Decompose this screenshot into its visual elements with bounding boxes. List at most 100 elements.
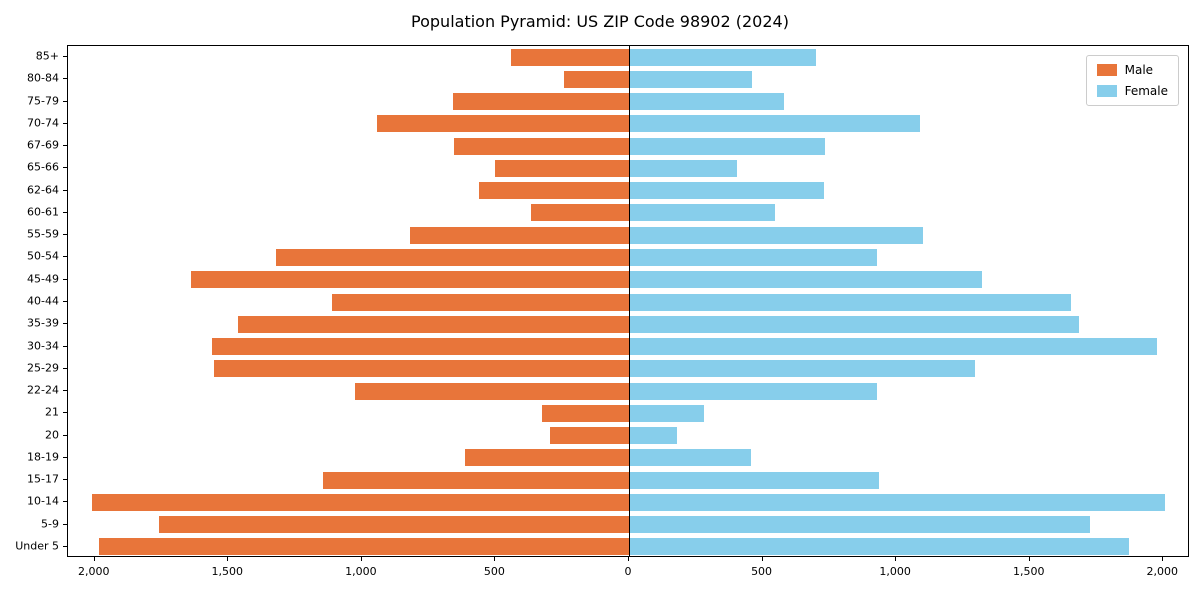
x-axis-tick-label: 2,000 (77, 565, 110, 578)
y-axis-tick-label: 62-64 (27, 183, 59, 197)
female-bar (629, 404, 704, 422)
male-bar (531, 204, 629, 222)
y-axis-tick-mark (63, 167, 67, 169)
female-bar (629, 48, 816, 66)
y-axis-tick-mark (63, 211, 67, 213)
male-bar (464, 449, 629, 467)
y-axis-tick-label: 10-14 (27, 494, 59, 508)
y-axis-tick-label: 20 (45, 428, 59, 442)
male-bar (323, 471, 629, 489)
y-axis-tick-label: 30-34 (27, 339, 59, 353)
male-bar (376, 115, 629, 133)
x-axis-tick-mark (1162, 557, 1164, 561)
y-axis-tick-mark (63, 256, 67, 258)
legend-entry-male: Male (1096, 63, 1168, 77)
x-axis-tick-label: 2,000 (1146, 565, 1179, 578)
female-bar (629, 137, 826, 155)
y-axis-tick-label: 45-49 (27, 272, 59, 286)
female-bar (629, 538, 1129, 556)
y-axis-tick-mark (63, 145, 67, 147)
y-axis-tick-label: 60-61 (27, 205, 59, 219)
y-axis-tick-mark (63, 545, 67, 547)
female-bar (629, 115, 921, 133)
legend: Male Female (1085, 55, 1179, 106)
female-bar (629, 159, 738, 177)
female-bar (629, 338, 1157, 356)
male-bar (355, 382, 629, 400)
female-bar (629, 93, 784, 111)
y-axis-tick-mark (63, 501, 67, 503)
x-axis-tick-label: 1,000 (345, 565, 377, 578)
y-axis-tick-mark (63, 345, 67, 347)
male-bar (542, 404, 629, 422)
male-bar (454, 137, 629, 155)
y-axis-tick-mark (63, 323, 67, 325)
y-axis-tick-mark (63, 56, 67, 58)
y-axis-tick-label: 40-44 (27, 294, 59, 308)
female-bar (629, 271, 982, 289)
x-axis-tick-mark (360, 557, 362, 561)
y-axis-tick-mark (63, 234, 67, 236)
female-bar (629, 449, 751, 467)
y-axis-tick-label: 80-84 (27, 71, 59, 85)
y-axis-tick-mark (63, 390, 67, 392)
y-axis-tick-label: 15-17 (27, 472, 59, 486)
female-bar (629, 293, 1072, 311)
x-axis-tick-mark (227, 557, 229, 561)
x-axis-tick-label: 1,000 (879, 565, 911, 578)
female-bar (629, 471, 879, 489)
female-bar (629, 70, 752, 88)
y-axis-tick-mark (63, 100, 67, 102)
female-bar (629, 493, 1165, 511)
y-axis-tick-label: 22-24 (27, 383, 59, 397)
y-axis-tick-mark (63, 78, 67, 80)
legend-male-label: Male (1124, 63, 1154, 77)
x-axis-tick-mark (895, 557, 897, 561)
female-bar (629, 182, 824, 200)
male-bar (332, 293, 629, 311)
y-axis-tick-label: 50-54 (27, 249, 59, 263)
x-axis-tick-mark (628, 557, 629, 561)
male-bar (190, 271, 629, 289)
male-bar (409, 226, 629, 244)
x-axis-tick-mark (1028, 557, 1030, 561)
y-axis-tick-label: 21 (45, 405, 59, 419)
y-axis-tick-mark (63, 301, 67, 302)
y-axis-tick-mark (63, 122, 67, 124)
female-swatch-icon (1096, 85, 1117, 97)
male-bar (495, 159, 629, 177)
female-bar (629, 204, 775, 222)
y-axis-tick-label: 65-66 (27, 160, 59, 174)
x-axis-tick-mark (494, 557, 496, 561)
y-axis-tick-label: 85+ (35, 49, 59, 63)
male-bar (213, 360, 629, 378)
legend-female-label: Female (1124, 84, 1168, 98)
y-axis-tick-label: 35-39 (27, 316, 59, 330)
y-axis-tick-label: 18-19 (27, 450, 59, 464)
male-bar (511, 48, 629, 66)
male-bar (550, 427, 629, 445)
y-axis-tick-label: 5-9 (41, 517, 59, 531)
male-bar (158, 516, 629, 534)
y-axis-tick-label: Under 5 (15, 539, 59, 553)
plot-area: Male Female (67, 45, 1189, 557)
female-bar (629, 427, 678, 445)
y-axis-tick-mark (63, 189, 67, 191)
x-axis-tick-label: 0 (624, 565, 632, 578)
y-axis-tick-mark (63, 278, 67, 280)
female-bar (629, 360, 975, 378)
y-axis-tick-mark (63, 412, 67, 414)
male-bar (276, 248, 629, 266)
y-axis-tick-label: 25-29 (27, 361, 59, 375)
x-axis-tick-label: 1,500 (211, 565, 244, 578)
y-axis-tick-mark (63, 523, 67, 525)
x-axis-tick-mark (761, 557, 763, 561)
chart-title: Population Pyramid: US ZIP Code 98902 (2… (411, 12, 789, 31)
male-swatch-icon (1096, 64, 1117, 76)
y-axis-tick-mark (63, 367, 67, 369)
female-bar (629, 382, 878, 400)
male-bar (212, 338, 629, 356)
female-bar (629, 226, 923, 244)
female-bar (629, 516, 1090, 534)
